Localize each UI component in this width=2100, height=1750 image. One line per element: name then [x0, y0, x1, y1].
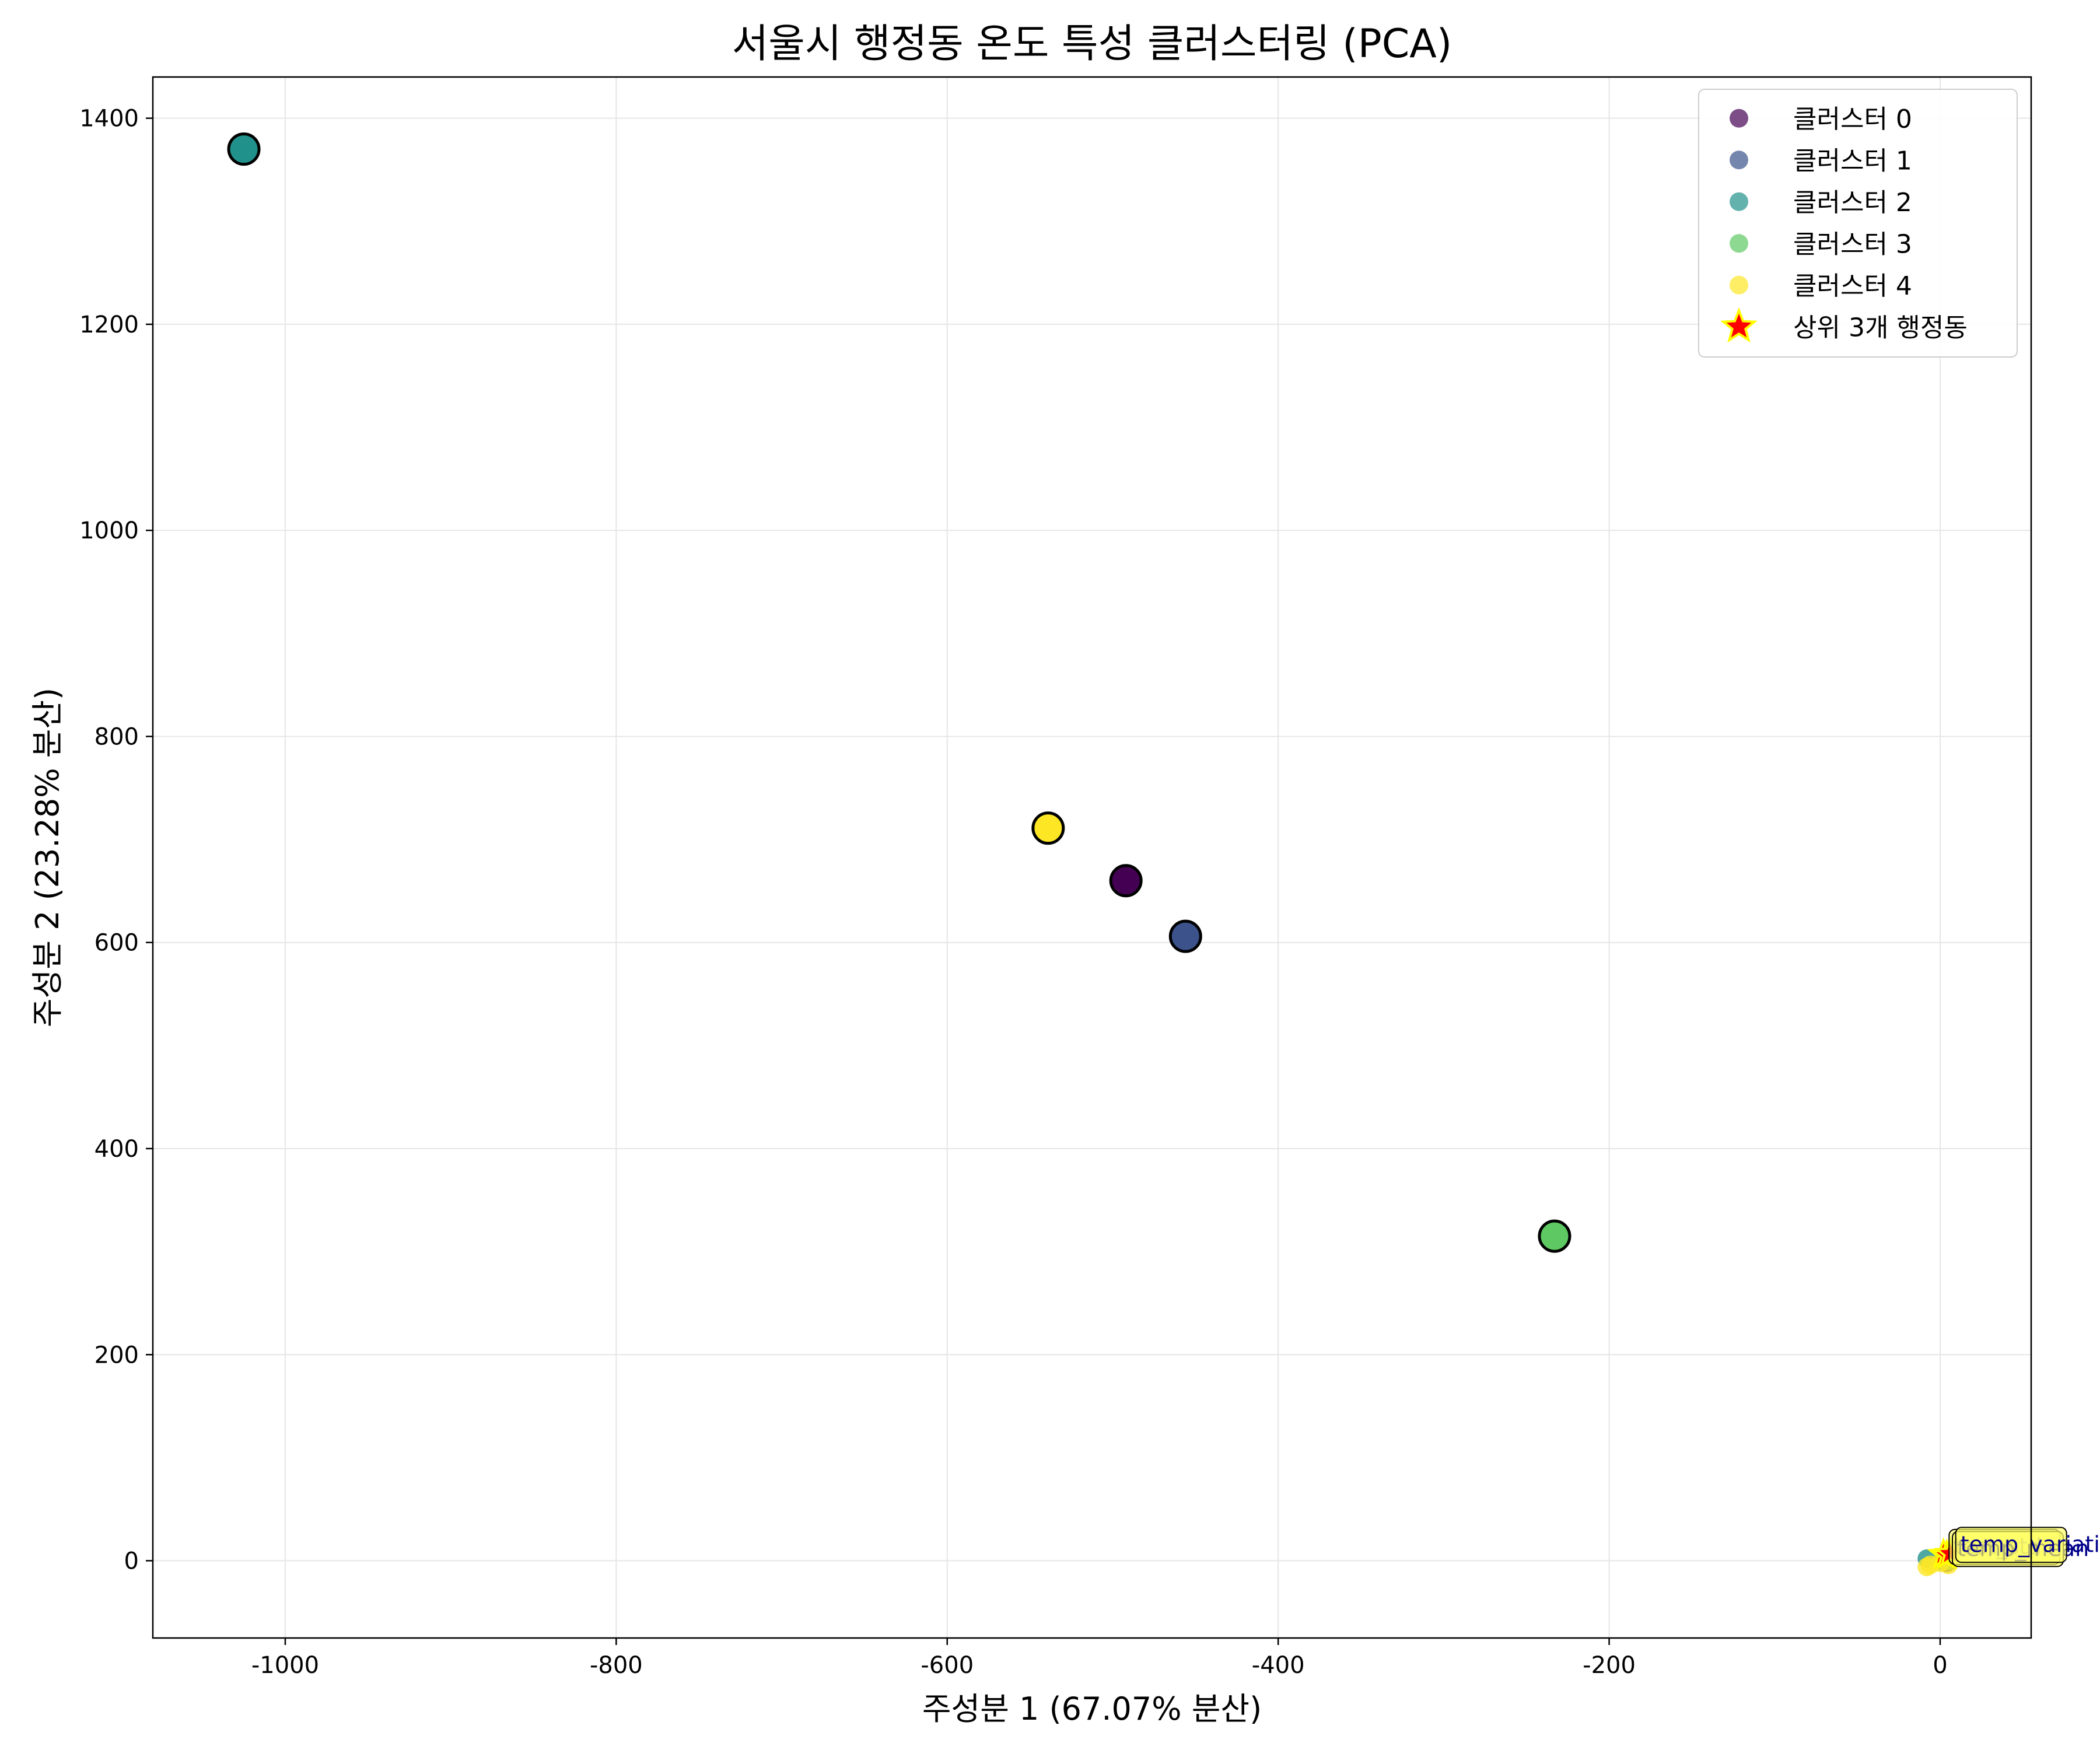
x-axis-label: 주성분 1 (67.07% 분산): [922, 1690, 1262, 1727]
centroid-marker: [1538, 1219, 1572, 1253]
legend-marker: [1730, 234, 1748, 253]
legend-label: 클러스터 4: [1793, 271, 1912, 301]
centroid-marker: [1109, 864, 1143, 898]
annotations: test_stdtemp_meantemp_variation: [1948, 1527, 2100, 1567]
chart-title: 서울시 행정동 온도 특성 클러스터링 (PCA): [732, 21, 1452, 67]
legend-label: 클러스터 0: [1793, 104, 1912, 134]
legend-marker: [1730, 150, 1748, 170]
legend-label: 상위 3개 행정동: [1793, 313, 1968, 342]
legend-star-icon: [1720, 307, 1758, 343]
legend-label: 클러스터 3: [1793, 229, 1912, 259]
y-tick-label: 200: [94, 1342, 139, 1368]
y-tick-label: 1000: [79, 517, 139, 544]
annotation-box: [1955, 1527, 2067, 1563]
y-tick-label: 1200: [79, 312, 139, 338]
x-tick-label: -1000: [251, 1652, 319, 1679]
y-tick-label: 1400: [79, 106, 139, 132]
legend-label: 클러스터 2: [1793, 188, 1912, 218]
x-tick-label: -400: [1252, 1652, 1305, 1679]
x-tick-label: -200: [1583, 1652, 1636, 1679]
centroids: [227, 132, 1572, 1253]
centroid-marker: [1168, 919, 1202, 953]
legend-marker: [1730, 192, 1748, 211]
legend-marker: [1730, 108, 1748, 128]
plot-frame: [152, 76, 2032, 1639]
legend: 클러스터 0 클러스터 1 클러스터 2 클러스터 3 클러스터 4 상위 3개 행정동: [1698, 89, 2018, 358]
y-axis-label: 주성분 2 (23.28% 분산): [29, 688, 66, 1027]
y-tick-label: 400: [94, 1136, 139, 1163]
x-tick-label: -800: [590, 1652, 643, 1679]
x-tick-label: 0: [1933, 1652, 1947, 1679]
annotation-label: temp_variation: [1961, 1531, 2100, 1557]
y-tick-label: 600: [94, 930, 139, 957]
y-tick-label: 0: [124, 1548, 139, 1575]
y-tick-label: 800: [94, 723, 139, 750]
centroid-marker: [1031, 811, 1065, 845]
legend-frame: [1698, 89, 2018, 358]
legend-marker: [1730, 275, 1748, 295]
legend-label: 클러스터 1: [1793, 146, 1912, 176]
x-tick-label: -600: [921, 1652, 974, 1679]
centroid-marker: [227, 132, 261, 166]
axis-ticks: -1000 -800 -600 -400 -200 0 0 200 400 600 800 1000 1…: [79, 106, 1947, 1679]
